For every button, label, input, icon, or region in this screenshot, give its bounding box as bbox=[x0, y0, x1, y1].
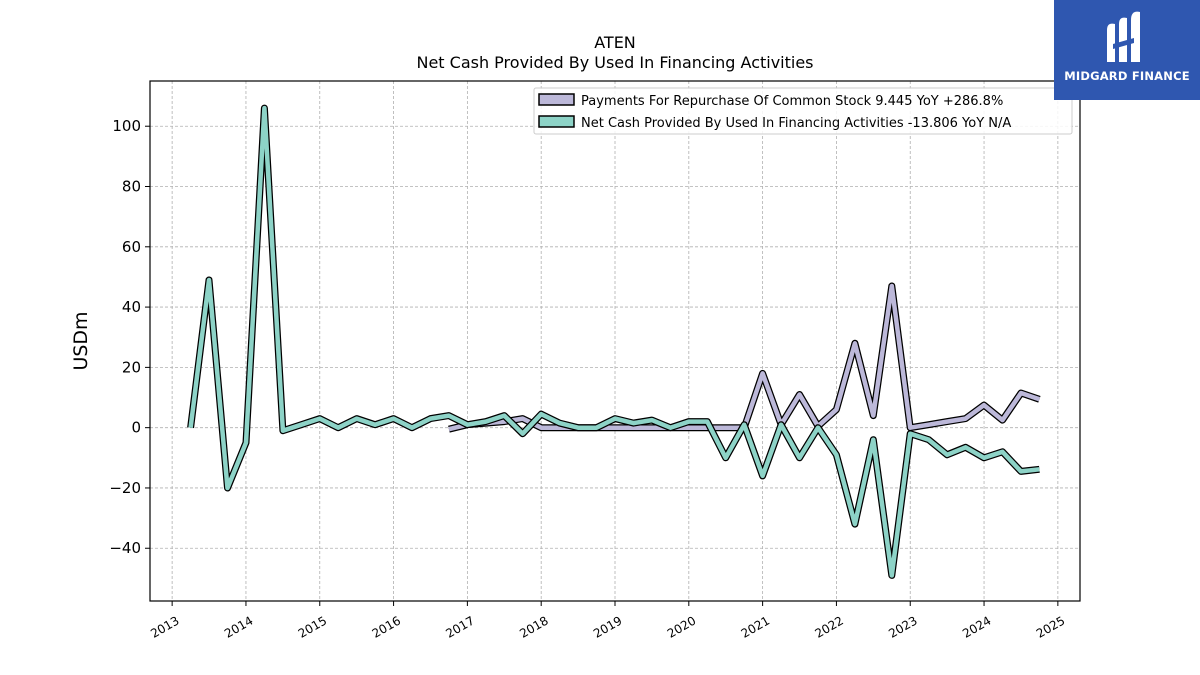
y-tick-label: −20 bbox=[109, 479, 141, 497]
series-1 bbox=[187, 104, 1040, 579]
x-tick-label: 2021 bbox=[739, 613, 772, 640]
midgard-finance-logo: MIDGARD FINANCE bbox=[1054, 0, 1200, 100]
y-tick-label: 100 bbox=[112, 117, 141, 135]
y-tick-label: 40 bbox=[122, 298, 141, 316]
x-tick-label: 2017 bbox=[443, 613, 476, 640]
y-tick-label: 20 bbox=[122, 358, 141, 376]
x-tick-label: 2020 bbox=[665, 613, 698, 640]
grid bbox=[150, 81, 1080, 601]
y-tick-label: −40 bbox=[109, 539, 141, 557]
legend-label-financing: Net Cash Provided By Used In Financing A… bbox=[581, 116, 1011, 131]
y-tick-label: 0 bbox=[131, 419, 141, 437]
x-tick-label: 2025 bbox=[1034, 613, 1067, 640]
legend-swatch-financing bbox=[538, 115, 575, 128]
chart-title: ATEN bbox=[594, 33, 636, 52]
x-tick-label: 2016 bbox=[370, 613, 403, 640]
y-axis: −40 −20 0 20 40 60 80 100 bbox=[109, 117, 150, 557]
x-tick-label: 2024 bbox=[960, 613, 993, 640]
y-axis-label: USDm bbox=[70, 311, 92, 370]
legend-swatch-repurchase bbox=[538, 93, 575, 106]
x-tick-label: 2019 bbox=[591, 613, 624, 640]
y-tick-label: 60 bbox=[122, 238, 141, 256]
chart-subtitle: Net Cash Provided By Used In Financing A… bbox=[416, 53, 813, 72]
x-tick-label: 2023 bbox=[886, 613, 919, 640]
x-tick-label: 2022 bbox=[812, 613, 845, 640]
x-axis: 2013 2014 2015 2016 2017 2018 2019 2020 2021 2022… bbox=[148, 601, 1067, 641]
series-lines bbox=[187, 104, 1041, 579]
x-tick-label: 2018 bbox=[517, 613, 550, 640]
legend-label-repurchase: Payments For Repurchase Of Common Stock … bbox=[581, 94, 1003, 109]
legend-frame bbox=[533, 87, 1073, 135]
logo-mark-icon bbox=[1107, 11, 1140, 63]
legend: Payments For Repurchase Of Common Stock … bbox=[533, 87, 1073, 135]
x-tick-label: 2015 bbox=[296, 613, 329, 640]
series-line bbox=[188, 105, 1040, 578]
x-tick-label: 2013 bbox=[148, 613, 181, 640]
x-tick-label: 2014 bbox=[222, 613, 255, 640]
y-tick-label: 80 bbox=[122, 178, 141, 196]
